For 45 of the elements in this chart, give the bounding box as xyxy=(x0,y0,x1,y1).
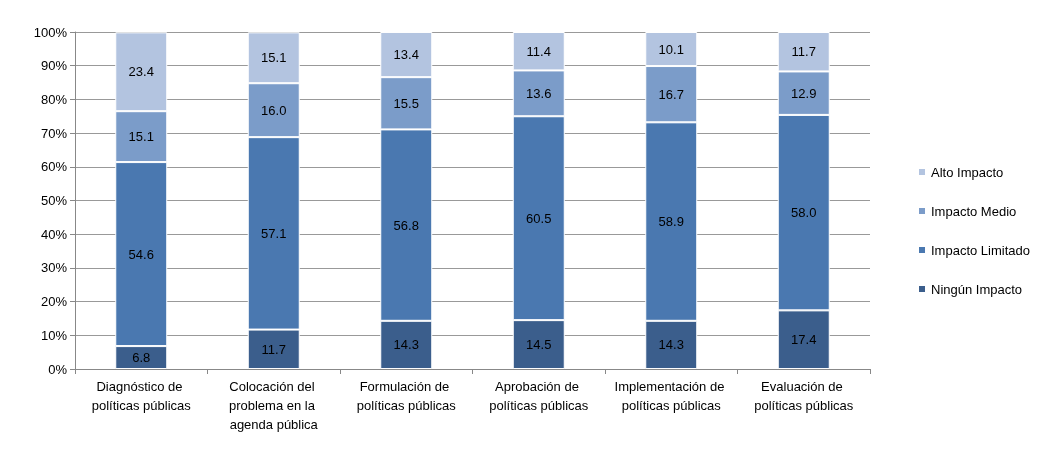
y-tick-label: 30% xyxy=(40,260,68,276)
data-label: 13.6 xyxy=(526,85,552,101)
data-label: 14.3 xyxy=(658,337,684,353)
data-label: 16.7 xyxy=(658,86,684,102)
x-tick-label: Evaluación de políticas públicas xyxy=(754,379,854,413)
x-tick-label: Colocación del problema en la agenda pública xyxy=(228,379,319,432)
y-tick-label: 50% xyxy=(40,193,68,208)
data-label: 6.8 xyxy=(132,350,151,366)
y-tick-label: 40% xyxy=(40,226,68,242)
y-tick-label: 90% xyxy=(40,58,68,74)
data-label: 57.1 xyxy=(261,225,287,241)
y-tick-label: 0% xyxy=(48,361,68,377)
data-label: 11.7 xyxy=(791,44,816,60)
x-tick-label: Diagnóstico de políticas públicas xyxy=(91,379,192,413)
y-tick-label: 60% xyxy=(40,159,68,175)
data-label: 11.7 xyxy=(261,341,286,357)
data-label: 10.1 xyxy=(658,41,684,57)
data-label: 58.0 xyxy=(791,205,817,221)
legend-label: Ningún Impacto xyxy=(931,281,1023,297)
data-label: 14.3 xyxy=(393,337,419,353)
legend-label: Impacto Limitado xyxy=(931,242,1031,258)
data-label: 16.0 xyxy=(261,102,287,118)
legend-label: Alto Impacto xyxy=(931,164,1004,180)
data-label: 13.4 xyxy=(393,47,419,63)
data-label: 15.1 xyxy=(261,50,287,66)
data-label: 11.4 xyxy=(526,43,551,59)
y-tick-label: 100% xyxy=(33,24,68,40)
y-tick-label: 20% xyxy=(40,294,68,310)
data-label: 23.4 xyxy=(128,64,154,80)
x-tick-label: Formulación de políticas públicas xyxy=(356,379,457,413)
data-label: 15.5 xyxy=(393,95,419,111)
legend-label: Impacto Medio xyxy=(931,203,1017,219)
data-label: 15.1 xyxy=(128,129,154,145)
data-label: 58.9 xyxy=(658,214,684,230)
y-tick-label: 70% xyxy=(40,125,68,141)
y-tick-label: 10% xyxy=(40,327,68,343)
x-tick-label: Aprobación de políticas públicas xyxy=(489,379,589,413)
data-label: 12.9 xyxy=(791,85,817,101)
data-label: 17.4 xyxy=(791,332,817,348)
y-tick-label: 80% xyxy=(40,91,68,107)
data-label: 14.5 xyxy=(526,337,552,353)
data-label: 60.5 xyxy=(526,210,552,226)
data-label: 56.8 xyxy=(393,217,419,233)
x-tick-label: Implementación de políticas públicas xyxy=(614,379,728,413)
data-label: 54.6 xyxy=(128,246,154,262)
